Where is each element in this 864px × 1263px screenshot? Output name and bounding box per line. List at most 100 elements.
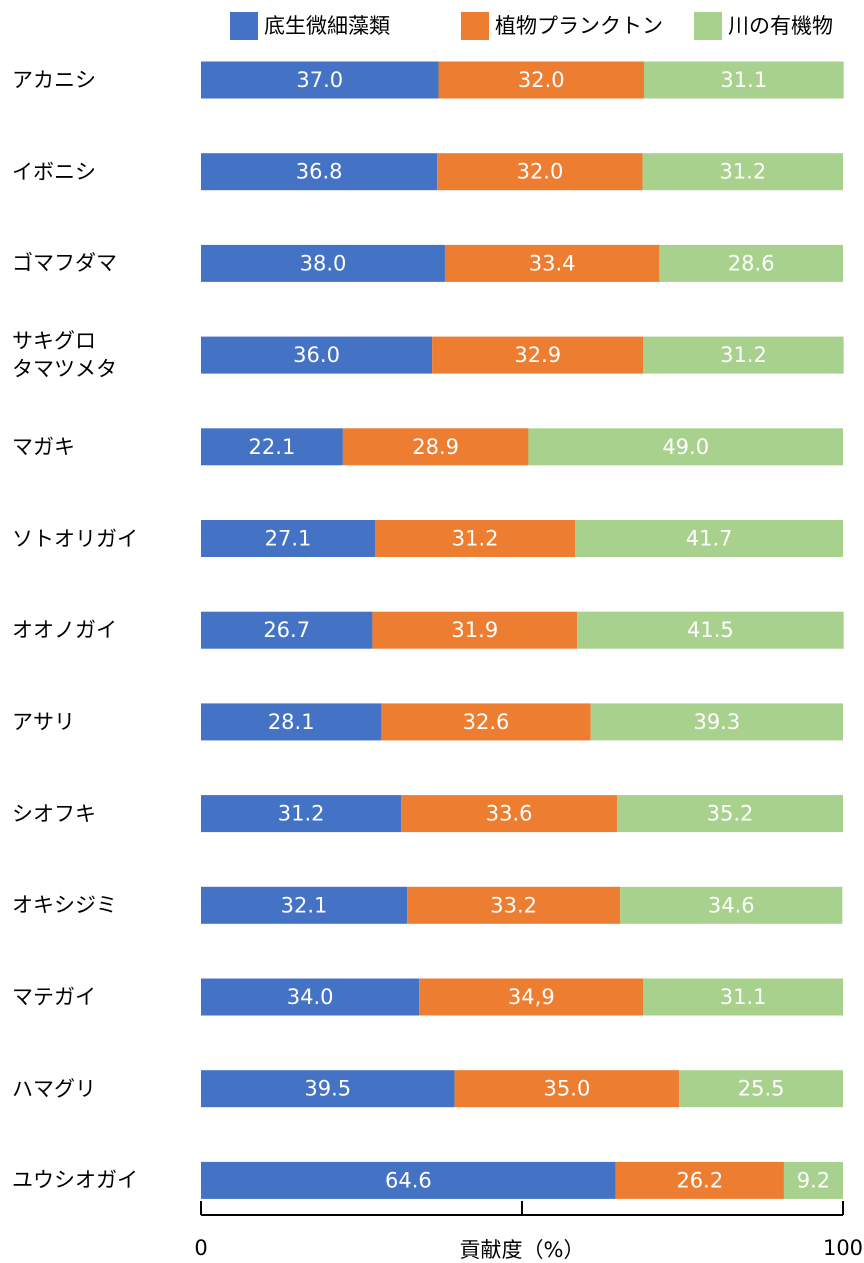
value-label: 26.2 bbox=[676, 1168, 723, 1192]
bar-segment bbox=[642, 153, 843, 191]
value-label: 31.2 bbox=[720, 343, 767, 367]
value-label: 39.3 bbox=[693, 710, 740, 734]
bar-segment bbox=[643, 61, 844, 99]
bar-segment bbox=[432, 336, 644, 374]
bar-segment bbox=[590, 703, 843, 741]
value-label: 32.0 bbox=[518, 68, 565, 92]
category-label: イボニシ bbox=[12, 159, 96, 184]
value-label: 34,9 bbox=[508, 985, 555, 1009]
value-label: 31.2 bbox=[278, 802, 325, 826]
legend-label: 川の有機物 bbox=[728, 14, 833, 38]
bar-segment bbox=[617, 795, 843, 833]
category-label: ハマグリ bbox=[12, 1076, 96, 1101]
value-label: 33.2 bbox=[490, 893, 537, 917]
value-label: 64.6 bbox=[385, 1168, 432, 1192]
value-label: 32.6 bbox=[463, 710, 510, 734]
bar-segment bbox=[201, 978, 420, 1016]
value-label: 28.6 bbox=[728, 251, 775, 275]
value-label: 32.1 bbox=[281, 893, 328, 917]
value-label: 39.5 bbox=[304, 1077, 351, 1101]
bar-segment bbox=[659, 244, 843, 282]
bar-segment bbox=[201, 795, 402, 833]
value-label: 33.4 bbox=[529, 251, 576, 275]
bar-segment bbox=[201, 61, 439, 99]
value-label: 36.8 bbox=[296, 160, 343, 184]
category-label: シオフキ bbox=[12, 801, 96, 826]
bar-segment bbox=[615, 1161, 784, 1199]
legend-label: 植物プランクトン bbox=[495, 14, 663, 38]
category-label: オキシジミ bbox=[12, 893, 117, 918]
bar-segment bbox=[401, 795, 618, 833]
category-label: ゴマフダマ bbox=[12, 251, 117, 276]
value-label: 35.2 bbox=[707, 802, 754, 826]
bar-segment bbox=[679, 1070, 843, 1108]
x-axis-title: 貢献度（%） bbox=[460, 1238, 585, 1262]
legend-swatch bbox=[694, 12, 722, 40]
legend-label: 底生微細藻類 bbox=[264, 14, 390, 38]
bar-segment bbox=[438, 61, 644, 99]
bar-segment bbox=[419, 978, 644, 1016]
category-label: ユウシオガイ bbox=[12, 1168, 138, 1193]
legend-swatch bbox=[461, 12, 489, 40]
value-label: 31.2 bbox=[452, 527, 499, 551]
value-label: 49.0 bbox=[662, 435, 709, 459]
value-label: 34.6 bbox=[708, 893, 755, 917]
value-label: 31.1 bbox=[720, 985, 767, 1009]
bar-segment bbox=[437, 153, 643, 191]
value-label: 35.0 bbox=[544, 1077, 591, 1101]
category-label: マテガイ bbox=[12, 985, 96, 1009]
bar-segment bbox=[201, 886, 408, 924]
category-label: サキグロ タマツメタ bbox=[12, 329, 117, 382]
value-label: 33.6 bbox=[486, 802, 533, 826]
bar-segment bbox=[201, 611, 373, 649]
bar-segment bbox=[643, 336, 844, 374]
bar-segment bbox=[201, 520, 375, 557]
bar-segment bbox=[407, 886, 621, 924]
value-label: 28.1 bbox=[268, 710, 315, 734]
bar-segment bbox=[528, 428, 843, 466]
bar-segment bbox=[342, 428, 529, 466]
value-label: 31.9 bbox=[451, 618, 498, 642]
bar-segment bbox=[201, 244, 445, 282]
x-tick-label: 0 bbox=[194, 1236, 207, 1260]
value-label: 34.0 bbox=[287, 985, 334, 1009]
value-label: 27.1 bbox=[265, 527, 312, 551]
legend-swatch bbox=[230, 12, 258, 40]
bar-segment bbox=[643, 978, 843, 1016]
bar-segment bbox=[201, 428, 343, 466]
bar-segment bbox=[620, 886, 843, 924]
value-label: 31.2 bbox=[719, 160, 766, 184]
bar-segment bbox=[577, 611, 844, 649]
value-label: 26.7 bbox=[263, 618, 310, 642]
value-label: 28.9 bbox=[412, 435, 459, 459]
value-label: 41.7 bbox=[686, 527, 733, 551]
bar-segment bbox=[783, 1161, 843, 1199]
category-label: アサリ bbox=[12, 709, 75, 734]
value-label: 25.5 bbox=[738, 1077, 785, 1101]
value-label: 32.9 bbox=[514, 343, 561, 367]
bar-segment bbox=[201, 336, 433, 374]
bar-segment bbox=[201, 1070, 455, 1108]
bar-segment bbox=[381, 703, 591, 741]
value-label: 22.1 bbox=[249, 435, 296, 459]
x-tick-label: 100 bbox=[823, 1236, 863, 1260]
bar-segment bbox=[374, 520, 576, 557]
bar-segment bbox=[201, 153, 438, 191]
bar-segment bbox=[201, 703, 382, 741]
category-label: ソトオリガイ bbox=[12, 526, 138, 551]
value-label: 41.5 bbox=[687, 618, 734, 642]
bar-segment bbox=[372, 611, 578, 649]
category-label: アカニシ bbox=[12, 68, 96, 92]
bar-segment bbox=[454, 1070, 680, 1108]
value-label: 31.1 bbox=[720, 68, 767, 92]
value-label: 9.2 bbox=[797, 1168, 830, 1192]
category-label: マガキ bbox=[12, 434, 75, 459]
bar-segment bbox=[575, 520, 843, 557]
value-label: 36.0 bbox=[293, 343, 340, 367]
bar-segment bbox=[201, 1161, 616, 1199]
value-label: 37.0 bbox=[296, 68, 343, 92]
bar-segment bbox=[444, 244, 660, 282]
category-label: オオノガイ bbox=[12, 618, 117, 643]
